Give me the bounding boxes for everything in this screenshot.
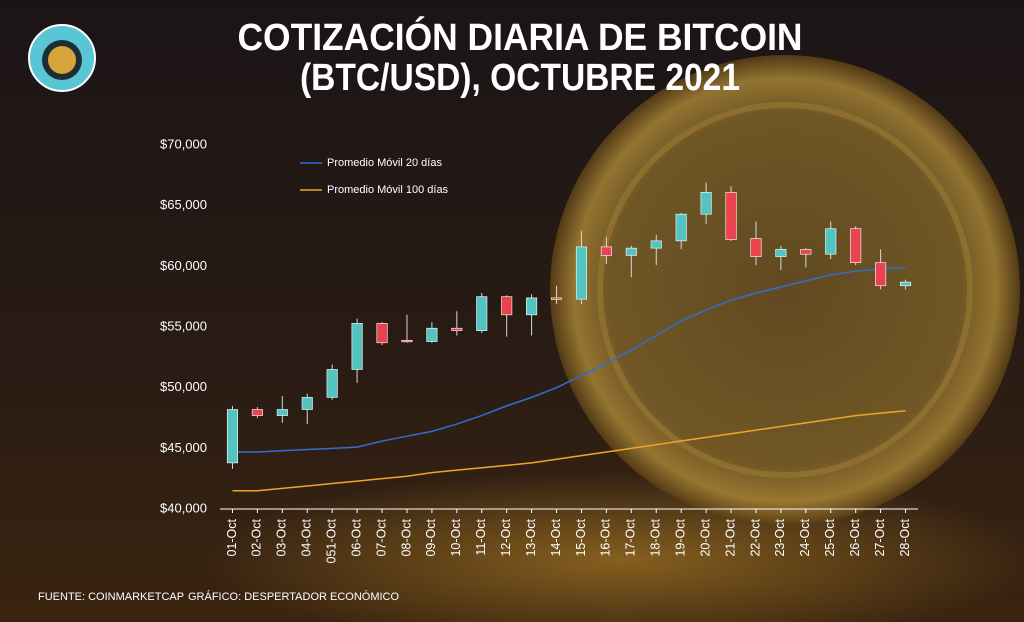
coin-ring (597, 102, 973, 478)
x-tick-label: 09-Oct (424, 518, 438, 556)
y-tick-label: $55,000 (160, 318, 207, 333)
y-tick-label: $65,000 (160, 197, 207, 212)
candle-body (276, 409, 288, 416)
chart-title: COTIZACIÓN DIARIA DE BITCOIN (238, 15, 803, 59)
y-tick-label: $40,000 (160, 500, 207, 515)
candle-body (800, 249, 812, 255)
x-tick-label: 26-Oct (848, 518, 862, 556)
candle-body (251, 409, 263, 416)
candle-body (575, 246, 587, 300)
candle-body (900, 281, 912, 287)
x-tick-label: 10-Oct (449, 518, 463, 556)
x-tick-label: 06-Oct (349, 518, 363, 556)
x-tick-label: 02-Oct (250, 518, 264, 556)
x-tick-label: 28-Oct (898, 518, 912, 556)
moving-average-line (232, 266, 906, 453)
candle-body (600, 246, 612, 256)
x-tick-label: 23-Oct (773, 518, 787, 556)
x-tick-label: 01-Oct (225, 518, 239, 556)
x-tick-label: 24-Oct (798, 518, 812, 556)
candle-body (476, 296, 488, 331)
candle-body (426, 327, 438, 342)
candle-body (625, 247, 637, 256)
source-note: FUENTE: COINMARKETCAP (38, 591, 184, 603)
candle-body (301, 397, 313, 410)
chart-title: (BTC/USD), OCTUBRE 2021 (300, 57, 740, 99)
moving-average-line (232, 409, 906, 492)
x-tick-label: 17-Oct (624, 518, 638, 556)
x-tick-label: 03-Oct (275, 518, 289, 556)
x-tick-label: 15-Oct (574, 518, 588, 556)
x-tick-label: 14-Oct (549, 518, 563, 556)
candle-body (351, 323, 363, 370)
x-tick-label: 13-Oct (524, 518, 538, 556)
x-tick-label: 19-Oct (673, 518, 687, 556)
candle-body (451, 327, 463, 331)
y-tick-label: $70,000 (160, 136, 207, 151)
x-tick-label: 22-Oct (748, 518, 762, 556)
x-tick-label: 051-Oct (324, 518, 338, 563)
legend-label: Promedio Móvil 20 días (327, 157, 442, 169)
x-tick-label: 07-Oct (374, 518, 388, 556)
x-tick-label: 08-Oct (399, 518, 413, 556)
x-tick-label: 18-Oct (649, 518, 663, 556)
x-tick-label: 20-Oct (698, 518, 712, 556)
x-tick-label: 27-Oct (873, 518, 887, 556)
y-tick-label: $60,000 (160, 258, 207, 273)
candle-body (650, 240, 662, 249)
candle-body (750, 238, 762, 257)
x-tick-label: 04-Oct (300, 518, 314, 556)
candle-body (825, 228, 837, 255)
candle-body (725, 192, 737, 240)
candle-body (551, 297, 563, 300)
candle-body (526, 297, 538, 316)
logo (28, 24, 96, 92)
credit-note: GRÁFICO: DESPERTADOR ECONÓMICO (188, 590, 400, 603)
y-tick-label: $50,000 (160, 379, 207, 394)
candle-body (775, 249, 787, 257)
candle-body (501, 296, 513, 316)
candle-body (700, 192, 712, 215)
candle-body (401, 340, 413, 343)
candle-body (875, 262, 887, 287)
x-tick-label: 11-Oct (474, 518, 488, 555)
candle-body (675, 213, 687, 242)
legend-label: Promedio Móvil 100 días (327, 184, 449, 196)
coin-illustration (550, 55, 1020, 525)
x-tick-label: 12-Oct (499, 518, 513, 556)
x-tick-label: 25-Oct (823, 518, 837, 556)
candle-body (376, 323, 388, 344)
x-tick-label: 16-Oct (599, 518, 613, 556)
candle-body (326, 369, 338, 398)
candle-body (850, 228, 862, 263)
candle-body (226, 409, 238, 464)
y-tick-label: $45,000 (160, 440, 207, 455)
x-tick-label: 21-Oct (723, 518, 737, 556)
